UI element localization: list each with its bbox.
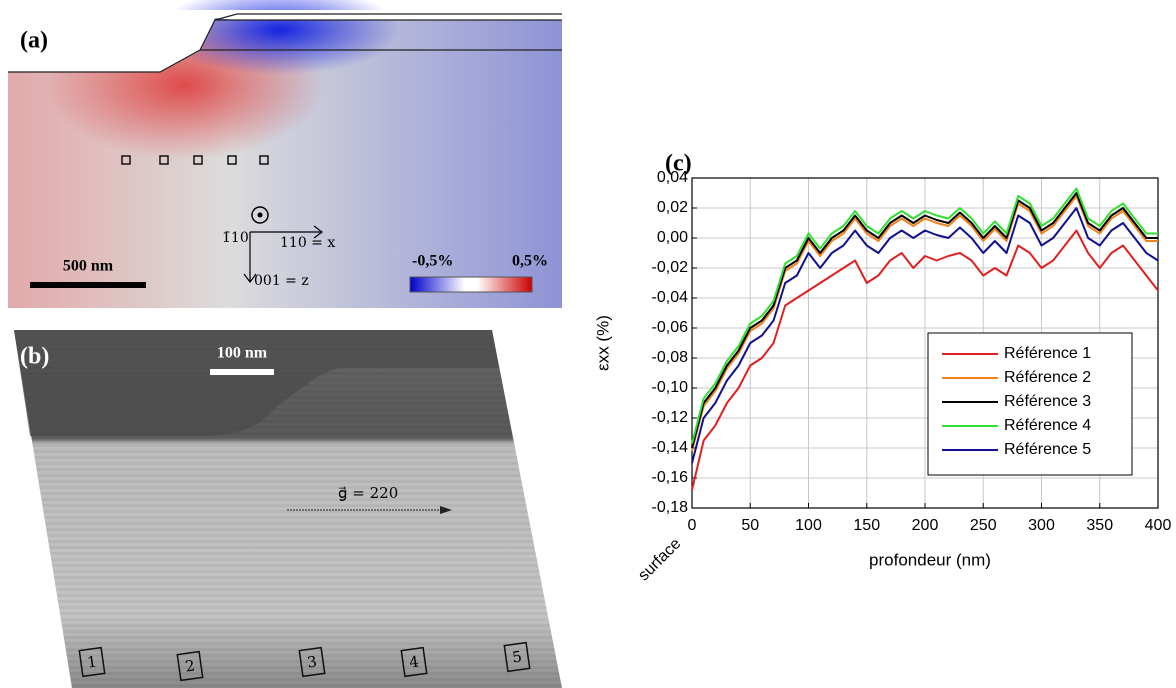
panel-c: (c) profondeur (nm) εxx (%) surface -0,1… xyxy=(593,151,1171,585)
z-axis-direction: 001 = z xyxy=(254,273,309,289)
series-line xyxy=(691,207,1159,464)
region-label: 5 xyxy=(511,647,523,666)
scale-bar-label: 500 nm xyxy=(63,258,114,275)
series-line xyxy=(691,229,1159,491)
region-label: 4 xyxy=(408,652,420,671)
normal-axis-label: 1̄10 xyxy=(222,230,249,246)
region-label: 1 xyxy=(86,652,98,671)
y-tick-label: -0,10 xyxy=(652,379,689,396)
region-label: 3 xyxy=(306,652,318,671)
legend-label: Référence 3 xyxy=(1004,393,1091,410)
x-tick-label: 200 xyxy=(912,517,939,534)
region-box xyxy=(298,646,326,678)
panel-label: (a) xyxy=(20,28,48,54)
colorbar-max: 0,5% xyxy=(512,253,548,270)
y-tick-label: -0,02 xyxy=(652,259,689,276)
x-tick-label: 100 xyxy=(795,517,822,534)
legend-box xyxy=(927,332,1133,476)
y-tick-label: 0,02 xyxy=(657,199,688,216)
region-box xyxy=(503,641,531,673)
x-tick-label: 50 xyxy=(741,517,759,534)
x-tick-label: 300 xyxy=(1028,517,1055,534)
measurement-boxes xyxy=(121,155,269,165)
dark-region xyxy=(14,330,499,436)
y-tick-label: -0,08 xyxy=(652,349,689,366)
plot-frame xyxy=(691,177,1159,509)
region-marker: 2 xyxy=(176,650,204,682)
x-axis-direction: 110 = x xyxy=(280,235,335,251)
arrow-head xyxy=(440,506,452,514)
legend-label: Référence 4 xyxy=(1004,417,1091,434)
y-tick-label: -0,04 xyxy=(652,289,689,306)
colorbar xyxy=(409,276,533,293)
x-tick-label: 150 xyxy=(853,517,880,534)
x-tick-label: 350 xyxy=(1086,517,1113,534)
g-vector-label: g⃗ = 220 xyxy=(338,484,398,502)
y-tick-label: 0,00 xyxy=(657,229,688,246)
series-line xyxy=(691,195,1158,452)
y-tick-label: -0,06 xyxy=(652,319,689,336)
y-tick-label: 0,04 xyxy=(657,169,688,186)
region-labels: 1 2 3 4 5 xyxy=(78,641,531,682)
axes-arrows xyxy=(243,225,323,283)
structure-outline xyxy=(8,13,562,73)
region-box xyxy=(176,650,204,682)
y-axis-label: εxx (%) xyxy=(593,315,612,371)
region-box xyxy=(78,646,106,678)
normal-axis-symbol xyxy=(251,206,269,224)
normal-axis-dot xyxy=(257,212,263,218)
x-tick-label: 400 xyxy=(1145,517,1172,534)
y-tick-label: -0,12 xyxy=(652,409,689,426)
x-annotation: surface xyxy=(635,535,684,584)
y-tick-label: -0,14 xyxy=(652,439,689,456)
panel-b: (b) 100 nm g⃗ = 220 1 2 3 4 5 xyxy=(14,330,562,688)
region-marker: 4 xyxy=(400,646,428,678)
region-marker: 3 xyxy=(298,646,326,678)
scale-bar xyxy=(30,282,146,288)
series-line xyxy=(691,187,1158,444)
scale-bar-label: 100 nm xyxy=(217,345,268,362)
y-tick-label: -0,16 xyxy=(652,469,689,486)
vacuum xyxy=(8,10,562,72)
legend-label: Référence 2 xyxy=(1004,369,1091,386)
chart-title: (c) xyxy=(665,151,692,177)
series-line xyxy=(691,192,1158,449)
colorbar-min: -0,5% xyxy=(412,253,453,270)
panel-a: (a) 500 nm 1̄10 110 = x 001 = z -0,5% 0,… xyxy=(8,0,562,308)
legend-label: Référence 1 xyxy=(1004,345,1091,362)
region-marker: 1 xyxy=(78,646,106,678)
scale-bar xyxy=(210,369,274,375)
region-label: 2 xyxy=(184,656,196,675)
x-tick-label: 0 xyxy=(688,517,697,534)
y-tick-label: -0,18 xyxy=(652,499,689,516)
region-box xyxy=(400,646,428,678)
region-marker: 5 xyxy=(503,641,531,673)
legend-label: Référence 5 xyxy=(1004,441,1091,458)
panel-label: (b) xyxy=(20,344,49,370)
x-axis-label: profondeur (nm) xyxy=(869,550,991,569)
x-tick-label: 250 xyxy=(970,517,997,534)
